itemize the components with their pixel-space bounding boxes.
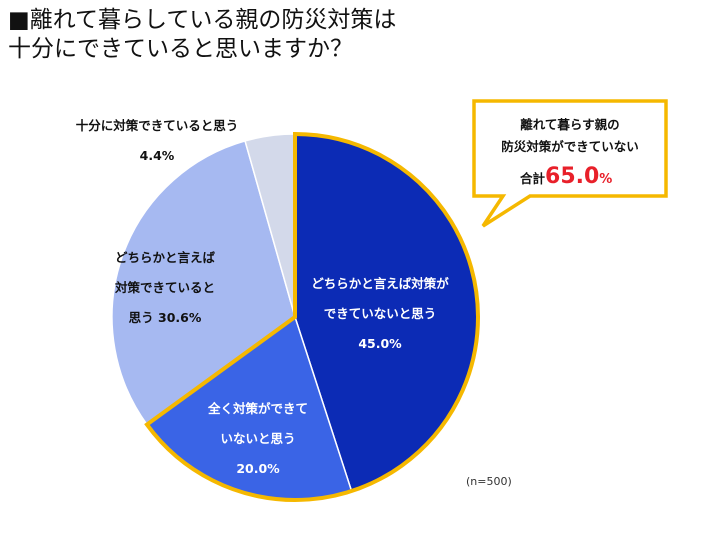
callout-shape [472,99,668,228]
slice-label: 十分に対策できていると思う [76,118,239,133]
chart-title: ■離れて暮らしている親の防災対策は 十分にできていると思いますか？ [8,6,396,64]
callout-box: 離れて暮らす親の 防災対策ができていない 合計65.0% [472,99,668,228]
slice-value-label: 4.4% [140,148,175,163]
callout-line-2: 防災対策ができていない [501,139,639,154]
slice-label: 全く対策ができて [207,401,308,416]
callout-total: 合計65.0% [520,164,612,189]
slice-value-label: 20.0% [236,461,280,476]
title-line-2: 十分にできていると思いますか？ [8,36,353,62]
callout-total-unit: % [599,172,612,187]
slice-label: いないと思う [220,431,295,446]
title-line-1: ■離れて暮らしている親の防災対策は [8,7,397,33]
slice-label: 対策できていると [114,280,215,295]
highlight-outline [144,131,480,502]
slice-somewhat-prepared [111,140,296,426]
callout-total-value: 65.0 [545,164,599,189]
slice-label: どちらかと言えば [115,250,216,265]
slice-label: 思う 30.6% [129,310,202,325]
slice-label: どちらかと言えば対策が [311,276,449,291]
callout-total-prefix: 合計 [520,171,546,186]
callout-line-1: 離れて暮らす親の [520,117,619,132]
slice-value-label: 45.0% [358,336,402,351]
slice-label: できていないと思う [324,306,437,321]
pie-slices [111,133,479,501]
highlight-outline-path [144,131,480,502]
sample-size-note: (n=500) [466,475,512,488]
